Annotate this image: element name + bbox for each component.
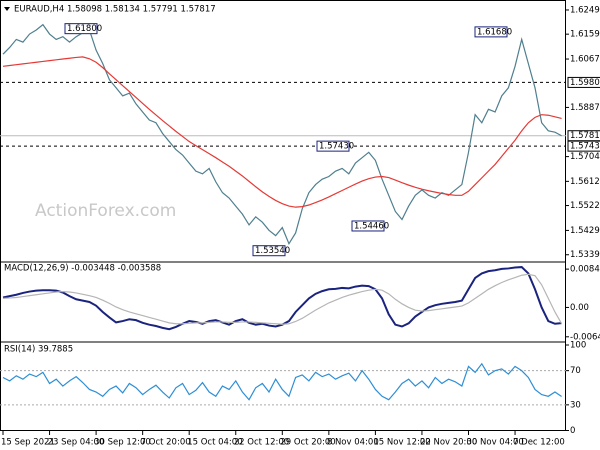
y-tick-label: 30: [570, 400, 581, 410]
series-line: [2, 362, 562, 401]
annotation-label: 1.61680: [477, 27, 512, 37]
level-label-box: [567, 76, 600, 88]
series-line: [2, 23, 562, 246]
y-tick-label: -0.006475: [570, 332, 600, 342]
panel-title: MACD(12,26,9) -0.003448 -0.003588: [4, 264, 161, 274]
y-tick-label: 100: [570, 341, 586, 351]
menu-arrow: [4, 7, 10, 11]
y-tick-label: 1.58870: [570, 103, 600, 113]
x-tick-label: 7 Dec 12:00: [513, 438, 565, 448]
panel-title: RSI(14) 39.7885: [4, 345, 73, 355]
x-tick-label: 15 Nov 12:00: [373, 438, 430, 448]
x-tick-label: 7 Oct 20:00: [141, 438, 191, 448]
x-tick-label: 15 Oct 04:00: [187, 438, 242, 448]
x-tick-label: 15 Sep 2021: [1, 438, 55, 448]
annotation-label: 1.54460: [354, 221, 389, 231]
annotation-box: [316, 140, 350, 152]
x-tick-label: 30 Sep 12:00: [94, 438, 151, 448]
annotation-label: 1.57430: [319, 142, 354, 152]
x-tick-label: 30 Nov 04:00: [467, 438, 524, 448]
y-tick-label: 1.54295: [570, 226, 600, 236]
y-tick-label: 1.62495: [570, 5, 600, 15]
x-tick-label: 22 Nov 20:00: [420, 438, 477, 448]
annotation-box: [252, 245, 286, 257]
y-tick-label: 0.008452: [570, 265, 600, 275]
annotation-label: 1.61800: [67, 24, 102, 34]
annotation-label: 1.53540: [255, 246, 290, 256]
y-tick-label: 1.53390: [570, 250, 600, 260]
x-tick-label: 23 Sep 04:00: [48, 438, 105, 448]
watermark: ActionForex.com: [35, 201, 176, 221]
annotation-box: [64, 23, 98, 35]
level-label: 1.57430: [570, 142, 600, 152]
x-tick-label: 22 Oct 12:00: [234, 438, 289, 448]
x-tick-label: 29 Oct 20:00: [280, 438, 335, 448]
y-tick-label: 0: [570, 426, 575, 436]
y-tick-label: 0.00: [570, 303, 589, 313]
y-tick-label: 1.57040: [570, 152, 600, 162]
current-price-label: 1.57817: [570, 131, 600, 141]
y-tick-label: 1.60670: [570, 55, 600, 65]
x-tick-label: 8 Nov 04:00: [327, 438, 379, 448]
series-line: [2, 273, 563, 325]
y-tick-label: 1.56120: [570, 177, 600, 187]
annotation-box: [474, 26, 508, 38]
y-tick-label: 1.55220: [570, 201, 600, 211]
annotation-box: [351, 220, 385, 232]
plot-frame: [0, 0, 566, 431]
y-tick-label: 1.61595: [570, 30, 600, 40]
chart-title: EURAUD,H4 1.58098 1.58134 1.57791 1.5781…: [14, 5, 216, 15]
y-tick-label: 70: [570, 366, 581, 376]
series-line: [2, 56, 562, 208]
level-label: 1.59800: [570, 78, 600, 88]
current-price-box: [567, 130, 600, 142]
